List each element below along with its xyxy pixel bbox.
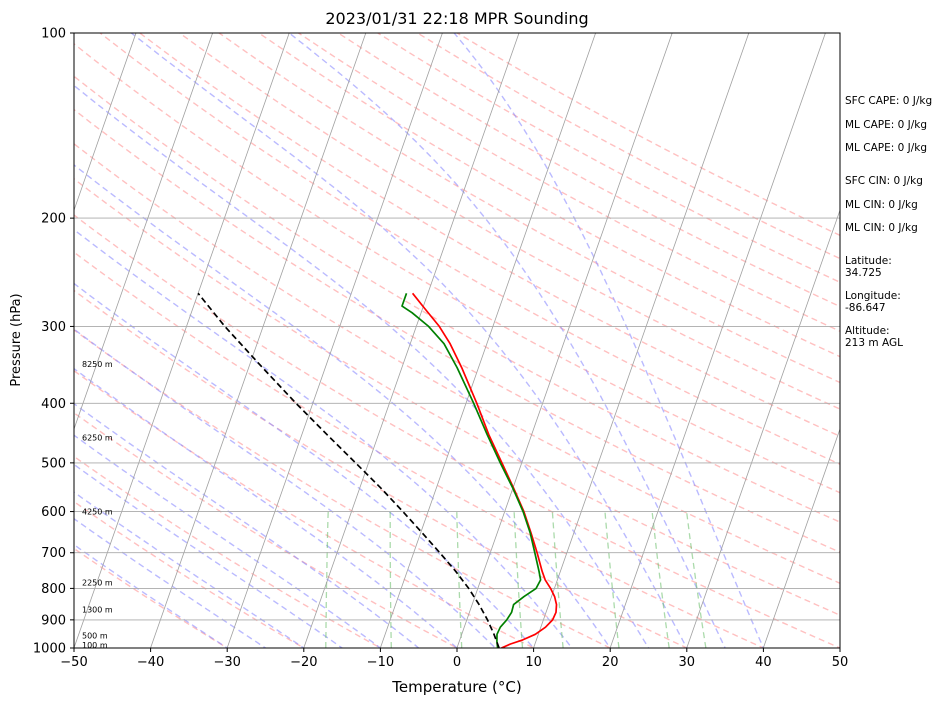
x-tick-label: −40 <box>137 655 164 670</box>
dry-adiabat-line <box>74 214 840 648</box>
y-tick-label: 400 <box>41 397 66 412</box>
isotherm-line <box>74 33 137 212</box>
reference-lines <box>74 33 840 648</box>
height-label: 4250 m <box>82 508 113 517</box>
y-tick-label: 700 <box>41 546 66 561</box>
altitude-label: Altitude: <box>845 325 890 337</box>
moist-adiabat-line <box>74 164 612 648</box>
dry-adiabat-line <box>74 455 382 648</box>
dewpoint-line <box>401 293 542 648</box>
isotherm-line <box>150 33 367 648</box>
y-axis: 1000 900 800 700 600 500 400 300 200 100 <box>33 27 74 657</box>
height-label: 500 m <box>82 632 108 641</box>
ml-cin-label-2: ML CIN: 0 J/kg <box>845 222 918 234</box>
moist-adiabat-line <box>74 84 650 648</box>
height-label: 8250 m <box>82 360 113 369</box>
x-tick-label: 50 <box>832 655 849 670</box>
dry-adiabat-line <box>74 329 612 648</box>
moist-adiabat-line <box>288 33 726 648</box>
dry-adiabat-line <box>139 33 840 438</box>
isotherm-line <box>609 33 826 648</box>
x-axis-title: Temperature (°C) <box>391 678 521 696</box>
isotherm-line <box>533 33 750 648</box>
isotherm-line <box>456 33 673 648</box>
x-tick-label: −20 <box>290 655 317 670</box>
x-tick-label: 0 <box>453 655 461 670</box>
moist-adiabat-line <box>74 228 573 648</box>
height-label: 2250 m <box>82 578 113 587</box>
y-tick-label: 1000 <box>33 642 66 657</box>
latitude-value: 34.725 <box>845 267 882 279</box>
x-tick-label: 40 <box>755 655 772 670</box>
height-label: 100 m <box>82 641 108 650</box>
dry-adiabat-line <box>74 75 840 523</box>
isotherm-line <box>226 33 443 648</box>
y-tick-label: 600 <box>41 505 66 520</box>
dry-adiabat-line <box>74 178 840 616</box>
isotherm-line <box>686 208 840 648</box>
moist-adiabat-line <box>130 33 688 648</box>
y-tick-label: 500 <box>41 456 66 471</box>
moist-adiabat-line <box>74 367 459 648</box>
altitude-value: 213 m AGL <box>845 337 903 349</box>
height-label: 1300 m <box>82 606 113 615</box>
dry-adiabat-line <box>74 289 689 648</box>
isotherm-line <box>303 33 520 648</box>
y-axis-title: Pressure (hPa) <box>9 293 24 386</box>
dry-adiabat-line <box>74 547 229 648</box>
sounding-series <box>197 292 558 648</box>
dry-adiabat-line <box>74 369 536 648</box>
x-tick-label: 10 <box>525 655 542 670</box>
dry-adiabat-line <box>99 33 840 465</box>
moist-adiabat-line <box>453 33 765 648</box>
dry-adiabat-line <box>74 251 766 648</box>
parcel-line <box>197 292 500 648</box>
y-tick-label: 200 <box>41 212 66 227</box>
x-tick-label: 30 <box>679 655 696 670</box>
dry-adiabat-line <box>74 108 840 553</box>
ml-cape-label-2: ML CAPE: 0 J/kg <box>845 142 927 154</box>
dry-adiabat-line <box>258 33 840 358</box>
moist-adiabat-line <box>74 434 382 648</box>
latitude-label: Latitude: <box>845 255 892 267</box>
height-label: 6250 m <box>82 434 113 443</box>
moist-adiabat-line <box>74 402 420 648</box>
x-tick-label: −30 <box>213 655 240 670</box>
moist-adiabat-line <box>74 328 497 648</box>
y-tick-label: 800 <box>41 582 66 597</box>
temperature-line <box>411 292 558 648</box>
isotherm-line <box>379 33 597 648</box>
isotherm-line <box>762 427 840 648</box>
longitude-value: -86.647 <box>845 302 886 314</box>
pressure-grid <box>74 33 840 648</box>
x-tick-label: −10 <box>367 655 394 670</box>
ml-cin-label: ML CIN: 0 J/kg <box>845 199 918 211</box>
sfc-cape-label: SFC CAPE: 0 J/kg <box>845 95 932 107</box>
x-tick-label: 20 <box>602 655 619 670</box>
dry-adiabat-line <box>337 33 840 308</box>
isotherm-line <box>74 33 214 431</box>
sfc-cin-label: SFC CIN: 0 J/kg <box>845 175 923 187</box>
y-tick-label: 100 <box>41 27 66 42</box>
x-tick-label: −50 <box>60 655 87 670</box>
dry-adiabat-line <box>74 412 459 648</box>
y-tick-label: 300 <box>41 320 66 335</box>
ml-cape-label: ML CAPE: 0 J/kg <box>845 119 927 131</box>
x-axis: −50 −40 −30 −20 −10 0 10 20 30 40 50 <box>60 648 848 670</box>
longitude-label: Longitude: <box>845 290 901 302</box>
stats-panel: SFC CAPE: 0 J/kg ML CAPE: 0 J/kg ML CAPE… <box>845 95 932 349</box>
chart-title: 2023/01/31 22:18 MPR Sounding <box>325 9 588 28</box>
moist-adiabat-line <box>74 463 344 648</box>
plot-area <box>74 33 840 648</box>
y-tick-label: 900 <box>41 613 66 628</box>
dry-adiabat-line <box>218 33 840 384</box>
moist-adiabat-line <box>74 282 535 648</box>
isotherm-line <box>74 33 290 648</box>
